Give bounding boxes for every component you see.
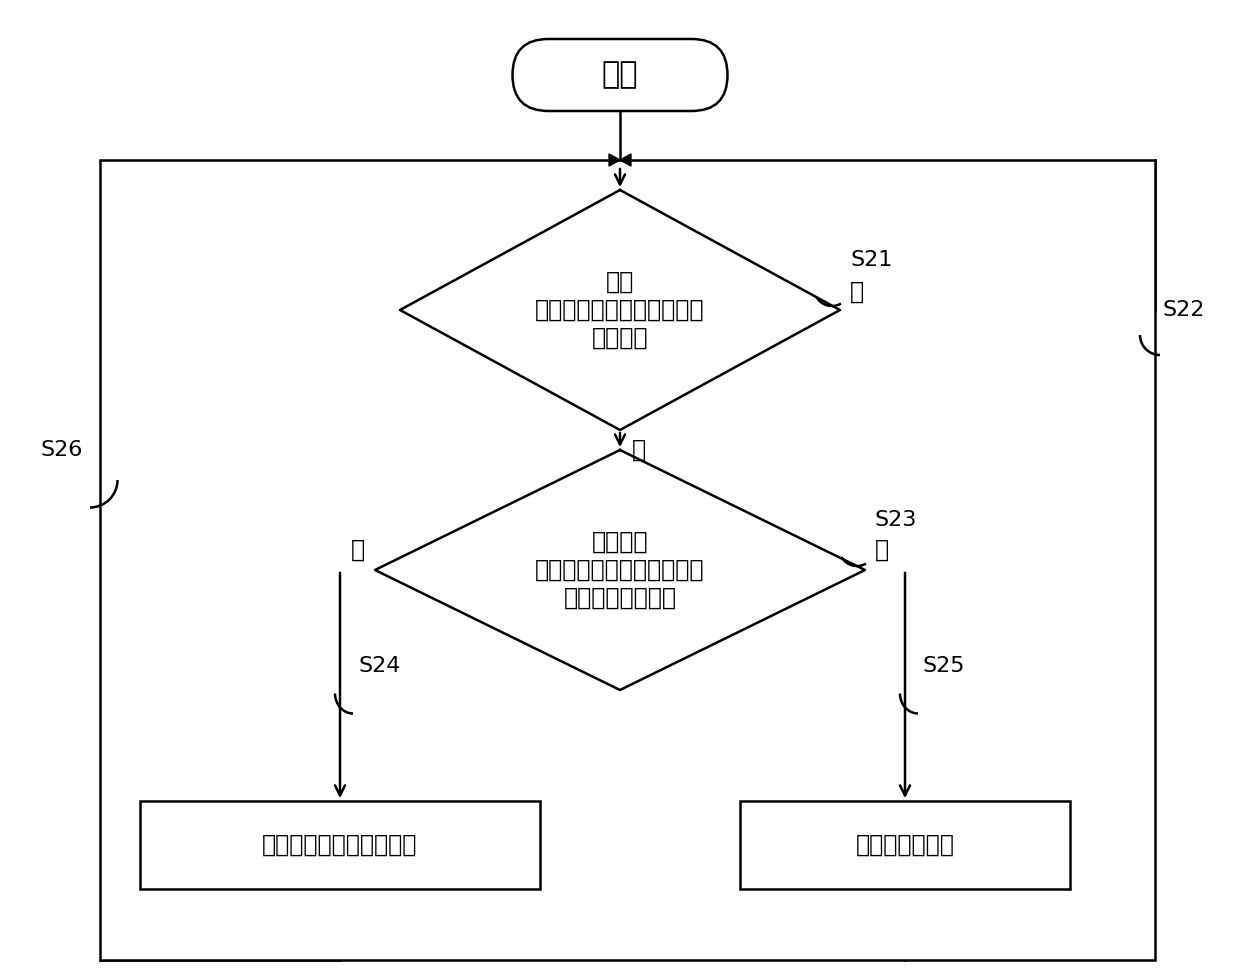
Text: 否: 否: [875, 538, 889, 562]
Text: 是: 是: [351, 538, 365, 562]
Text: S22: S22: [1163, 300, 1205, 320]
Polygon shape: [401, 190, 839, 430]
Bar: [740, 801, 1070, 889]
Text: S24: S24: [358, 656, 401, 675]
Text: S21: S21: [849, 250, 893, 270]
Text: 检测
烹饪装置的温度是否达到预
设温度值: 检测 烹饪装置的温度是否达到预 设温度值: [536, 271, 704, 350]
Text: 否: 否: [849, 280, 864, 304]
Polygon shape: [374, 450, 866, 690]
Text: 是: 是: [632, 438, 646, 462]
Text: 开始: 开始: [601, 61, 639, 90]
Text: 检测是否
存在与烹饪装置的距离低于
预设距离值的目标: 检测是否 存在与烹饪装置的距离低于 预设距离值的目标: [536, 531, 704, 610]
Bar: [140, 801, 539, 889]
Text: S25: S25: [923, 656, 966, 675]
Text: S26: S26: [41, 440, 83, 460]
Polygon shape: [620, 154, 631, 166]
Text: S23: S23: [875, 510, 918, 530]
Text: 保持当前蒸汽量: 保持当前蒸汽量: [856, 833, 955, 857]
FancyBboxPatch shape: [512, 39, 728, 111]
Bar: [100, 160, 1154, 960]
Polygon shape: [609, 154, 620, 166]
Text: 减少烹饪装置内的蒸汽量: 减少烹饪装置内的蒸汽量: [263, 833, 418, 857]
